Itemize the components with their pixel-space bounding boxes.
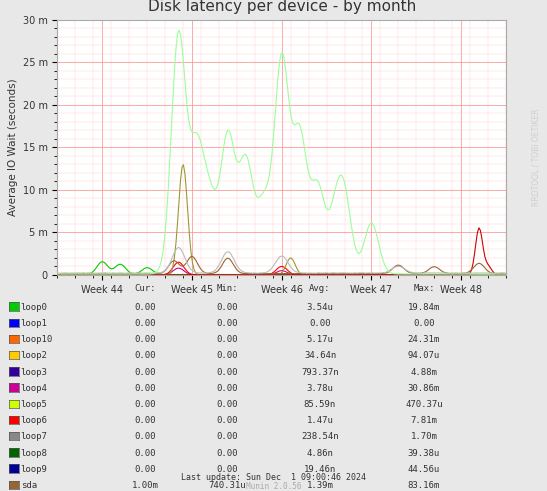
Text: 7.81m: 7.81m bbox=[410, 416, 438, 425]
Text: 740.31u: 740.31u bbox=[208, 481, 246, 490]
Text: loop8: loop8 bbox=[21, 449, 48, 458]
Text: loop6: loop6 bbox=[21, 416, 48, 425]
Y-axis label: Average IO Wait (seconds): Average IO Wait (seconds) bbox=[8, 79, 19, 216]
Text: 1.70m: 1.70m bbox=[410, 433, 438, 441]
Text: loop1: loop1 bbox=[21, 319, 48, 328]
Text: 0.00: 0.00 bbox=[216, 465, 238, 474]
Text: 4.88m: 4.88m bbox=[410, 368, 438, 377]
Text: 0.00: 0.00 bbox=[134, 465, 156, 474]
Text: Min:: Min: bbox=[216, 284, 238, 293]
Text: 5.17u: 5.17u bbox=[306, 335, 334, 344]
Text: 470.37u: 470.37u bbox=[405, 400, 443, 409]
Text: 0.00: 0.00 bbox=[216, 384, 238, 393]
Text: 1.00m: 1.00m bbox=[131, 481, 159, 490]
Text: 0.00: 0.00 bbox=[134, 449, 156, 458]
Text: 44.56u: 44.56u bbox=[408, 465, 440, 474]
Text: Max:: Max: bbox=[413, 284, 435, 293]
Text: Last update: Sun Dec  1 09:00:46 2024: Last update: Sun Dec 1 09:00:46 2024 bbox=[181, 473, 366, 482]
Text: RRDTOOL / TOBI OETIKER: RRDTOOL / TOBI OETIKER bbox=[532, 109, 540, 206]
Text: 0.00: 0.00 bbox=[216, 303, 238, 312]
Text: 30.86m: 30.86m bbox=[408, 384, 440, 393]
Text: loop0: loop0 bbox=[21, 303, 48, 312]
Text: 0.00: 0.00 bbox=[216, 433, 238, 441]
Text: 0.00: 0.00 bbox=[216, 400, 238, 409]
Text: 238.54n: 238.54n bbox=[301, 433, 339, 441]
Text: 4.86n: 4.86n bbox=[306, 449, 334, 458]
Text: 83.16m: 83.16m bbox=[408, 481, 440, 490]
Text: 0.00: 0.00 bbox=[216, 352, 238, 360]
Text: 3.54u: 3.54u bbox=[306, 303, 334, 312]
Text: 0.00: 0.00 bbox=[413, 319, 435, 328]
Title: Disk latency per device - by month: Disk latency per device - by month bbox=[148, 0, 416, 14]
Text: 1.47u: 1.47u bbox=[306, 416, 334, 425]
Text: 0.00: 0.00 bbox=[134, 335, 156, 344]
Text: 34.64n: 34.64n bbox=[304, 352, 336, 360]
Text: 85.59n: 85.59n bbox=[304, 400, 336, 409]
Text: 0.00: 0.00 bbox=[134, 368, 156, 377]
Text: 19.84m: 19.84m bbox=[408, 303, 440, 312]
Text: 24.31m: 24.31m bbox=[408, 335, 440, 344]
Text: 793.37n: 793.37n bbox=[301, 368, 339, 377]
Text: 0.00: 0.00 bbox=[216, 335, 238, 344]
Text: 0.00: 0.00 bbox=[134, 400, 156, 409]
Text: 0.00: 0.00 bbox=[134, 416, 156, 425]
Text: 39.38u: 39.38u bbox=[408, 449, 440, 458]
Text: 0.00: 0.00 bbox=[216, 319, 238, 328]
Text: loop5: loop5 bbox=[21, 400, 48, 409]
Text: loop7: loop7 bbox=[21, 433, 48, 441]
Text: 0.00: 0.00 bbox=[134, 433, 156, 441]
Text: 0.00: 0.00 bbox=[134, 303, 156, 312]
Text: 1.39m: 1.39m bbox=[306, 481, 334, 490]
Text: 19.46n: 19.46n bbox=[304, 465, 336, 474]
Text: loop2: loop2 bbox=[21, 352, 48, 360]
Text: 0.00: 0.00 bbox=[134, 319, 156, 328]
Text: loop9: loop9 bbox=[21, 465, 48, 474]
Text: 0.00: 0.00 bbox=[216, 416, 238, 425]
Text: Cur:: Cur: bbox=[134, 284, 156, 293]
Text: loop3: loop3 bbox=[21, 368, 48, 377]
Text: 0.00: 0.00 bbox=[216, 449, 238, 458]
Text: sda: sda bbox=[21, 481, 37, 490]
Text: 3.78u: 3.78u bbox=[306, 384, 334, 393]
Text: loop10: loop10 bbox=[21, 335, 53, 344]
Text: loop4: loop4 bbox=[21, 384, 48, 393]
Text: Munin 2.0.56: Munin 2.0.56 bbox=[246, 482, 301, 491]
Text: 94.07u: 94.07u bbox=[408, 352, 440, 360]
Text: 0.00: 0.00 bbox=[134, 352, 156, 360]
Text: 0.00: 0.00 bbox=[216, 368, 238, 377]
Text: 0.00: 0.00 bbox=[309, 319, 331, 328]
Text: 0.00: 0.00 bbox=[134, 384, 156, 393]
Text: Avg:: Avg: bbox=[309, 284, 331, 293]
